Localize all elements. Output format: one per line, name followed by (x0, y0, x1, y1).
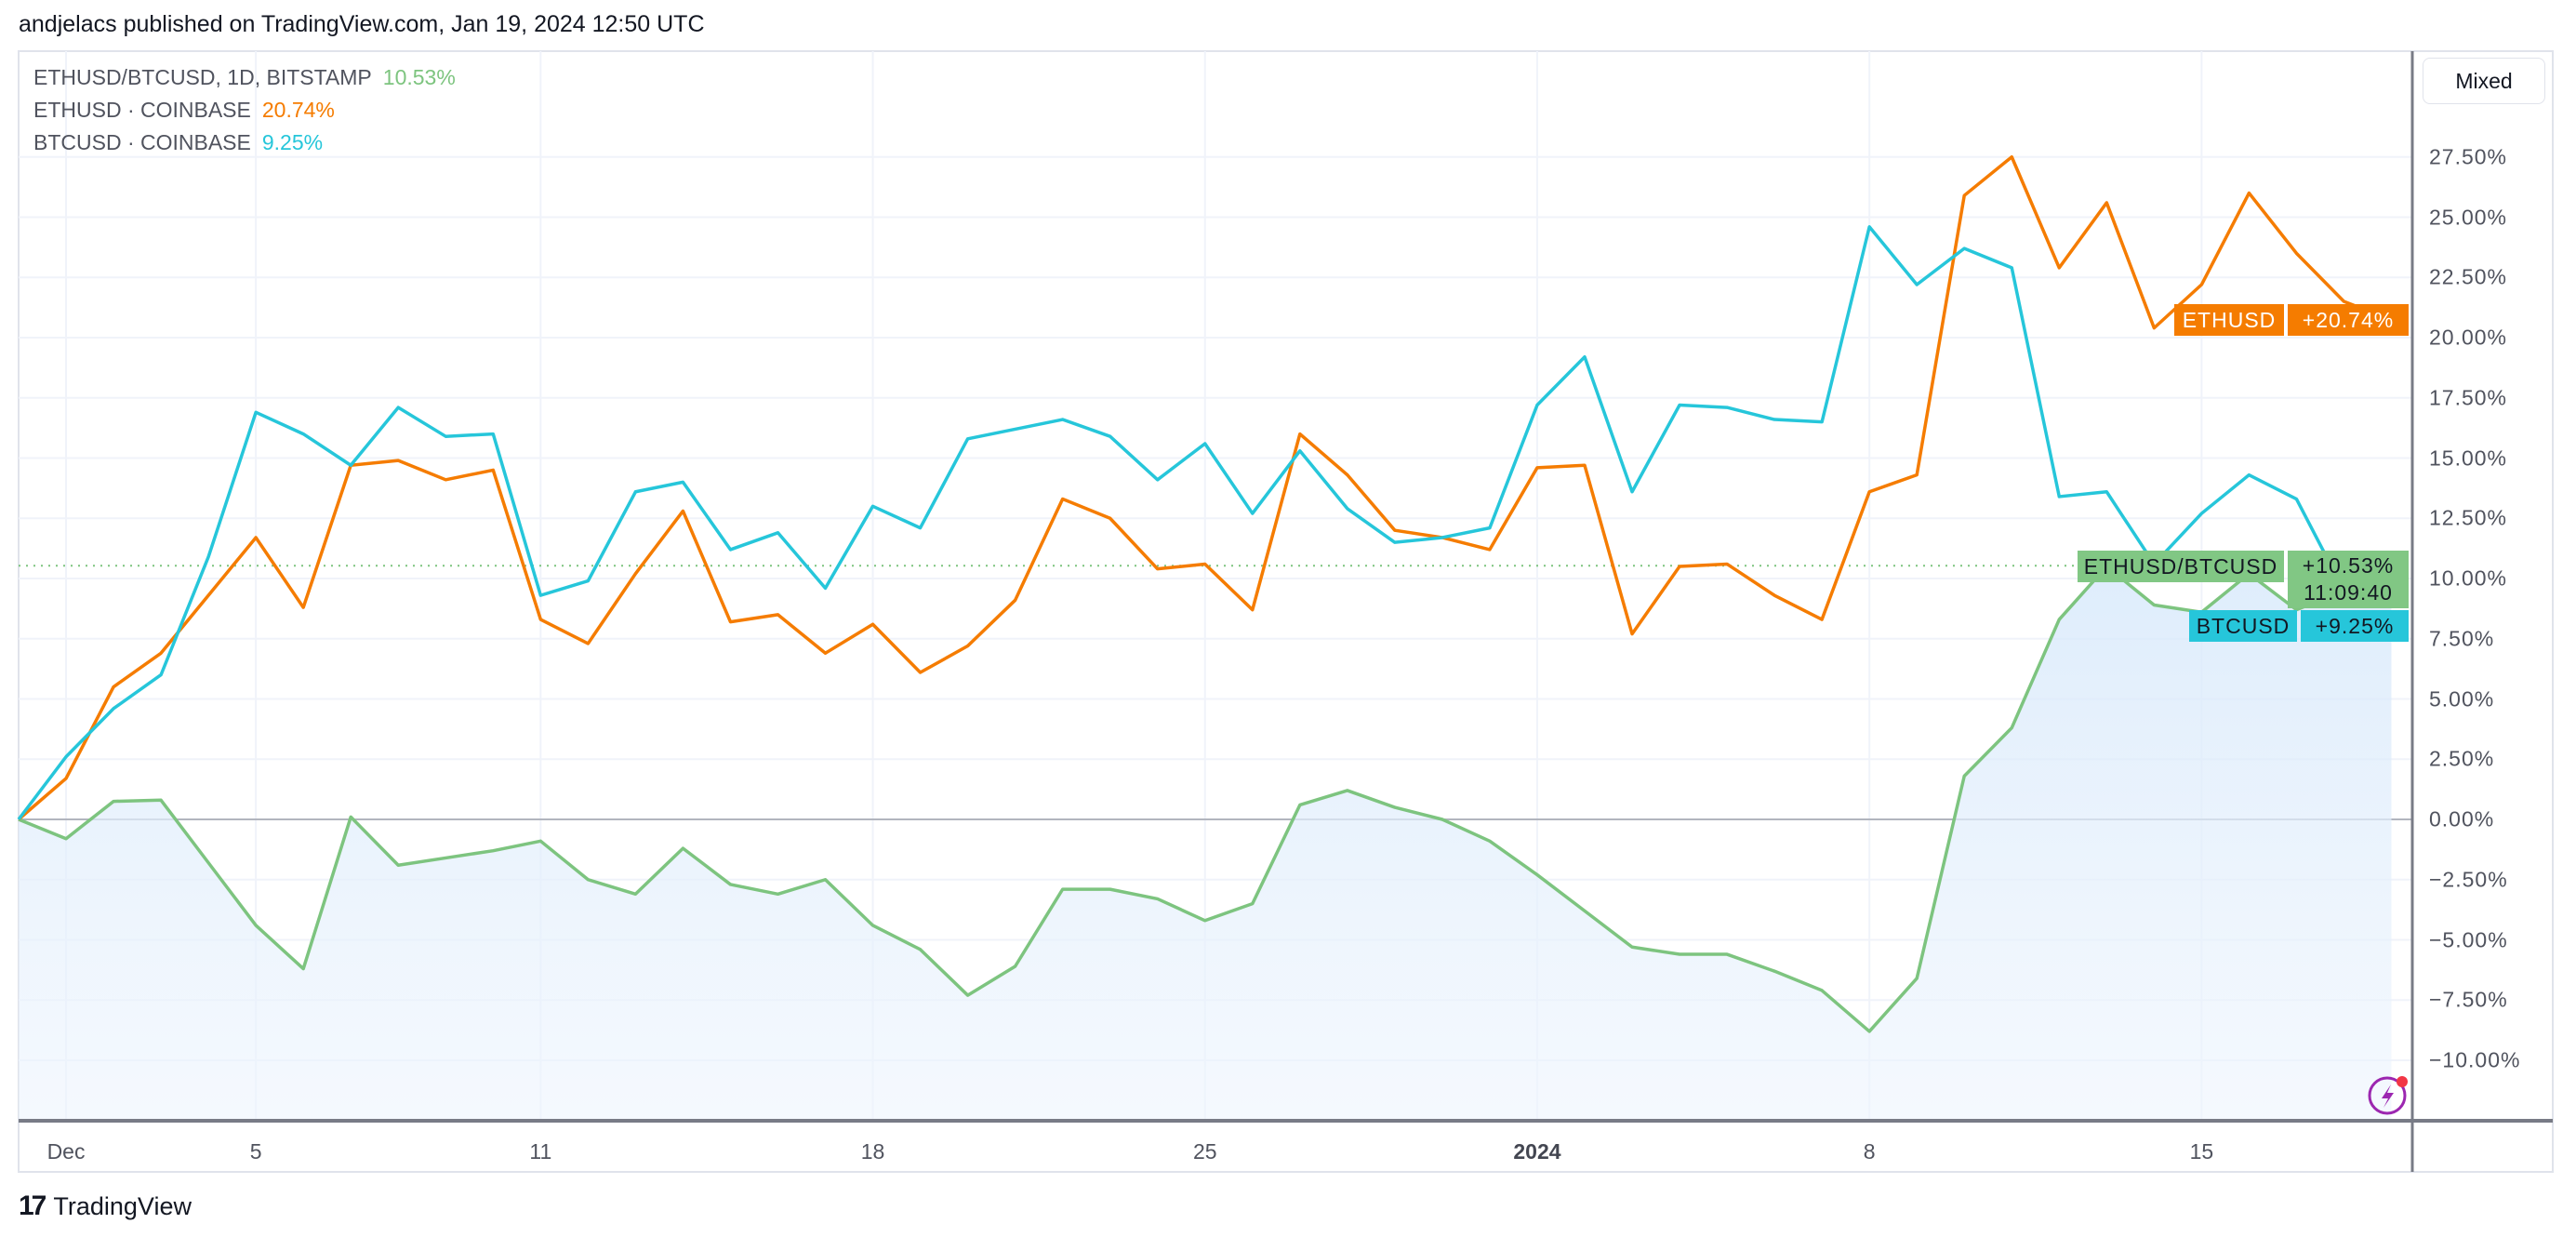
legend-label: BTCUSD · COINBASE (33, 130, 251, 154)
y-tick-label: −7.50% (2429, 987, 2508, 1012)
y-tick-label: −5.00% (2429, 927, 2508, 951)
btcusd-value-tag: +9.25% (2301, 610, 2409, 642)
x-tick-label: 5 (249, 1139, 262, 1164)
y-tick-label: 17.50% (2429, 385, 2508, 410)
ratio-value: +10.53% (2302, 553, 2395, 578)
ratio-name-tag: ETHUSD/BTCUSD (2078, 551, 2284, 582)
ethusd-value-tag: +20.74% (2288, 304, 2409, 336)
y-tick-label: 25.00% (2429, 205, 2508, 229)
y-tick-label: −10.00% (2429, 1047, 2521, 1072)
bar-countdown: 11:09:40 (2304, 580, 2393, 605)
x-tick-label: 18 (860, 1139, 885, 1164)
ethusd-name-tag: ETHUSD (2174, 304, 2284, 336)
chart-frame (18, 50, 2554, 1173)
legend-item-ethusd[interactable]: ETHUSD · COINBASE 20.74% (33, 98, 335, 123)
y-tick-label: 27.50% (2429, 144, 2508, 169)
legend-value: 10.53% (382, 65, 456, 89)
published-header: andjelacs published on TradingView.com, … (19, 11, 705, 37)
y-tick-label: 12.50% (2429, 505, 2508, 530)
y-tick-label: 7.50% (2429, 626, 2495, 651)
y-tick-label: 5.00% (2429, 686, 2495, 711)
x-tick-label: 15 (2189, 1139, 2214, 1164)
x-tick-label: 11 (529, 1139, 552, 1164)
x-tick-label: 25 (1192, 1139, 1217, 1164)
y-tick-label: 0.00% (2429, 806, 2495, 831)
ratio-value-tag: +10.53% 11:09:40 (2288, 551, 2409, 608)
legend-item-ratio[interactable]: ETHUSD/BTCUSD, 1D, BITSTAMP 10.53% (33, 65, 456, 90)
y-tick-label: 22.50% (2429, 264, 2508, 289)
logo-mark: 17 (19, 1190, 46, 1221)
tradingview-logo[interactable]: 17 TradingView (19, 1190, 192, 1222)
legend-label: ETHUSD · COINBASE (33, 98, 251, 122)
y-tick-label: −2.50% (2429, 867, 2508, 892)
y-tick-label: 15.00% (2429, 446, 2508, 470)
x-tick-label: Dec (46, 1139, 86, 1164)
legend-value: 9.25% (261, 130, 324, 154)
x-tick-label: 2024 (1513, 1139, 1561, 1164)
y-tick-label: 2.50% (2429, 746, 2495, 771)
lightning-icon[interactable] (2368, 1076, 2408, 1115)
logo-text: TradingView (53, 1191, 192, 1220)
legend-label: ETHUSD/BTCUSD, 1D, BITSTAMP (33, 65, 372, 89)
btcusd-name-tag: BTCUSD (2189, 610, 2297, 642)
scale-mode-button[interactable]: Mixed (2423, 58, 2545, 104)
x-tick-label: 8 (1863, 1139, 1876, 1164)
legend-value: 20.74% (261, 98, 335, 122)
y-tick-label: 20.00% (2429, 325, 2508, 350)
y-tick-label: 10.00% (2429, 565, 2508, 591)
legend-item-btcusd[interactable]: BTCUSD · COINBASE 9.25% (33, 130, 323, 155)
